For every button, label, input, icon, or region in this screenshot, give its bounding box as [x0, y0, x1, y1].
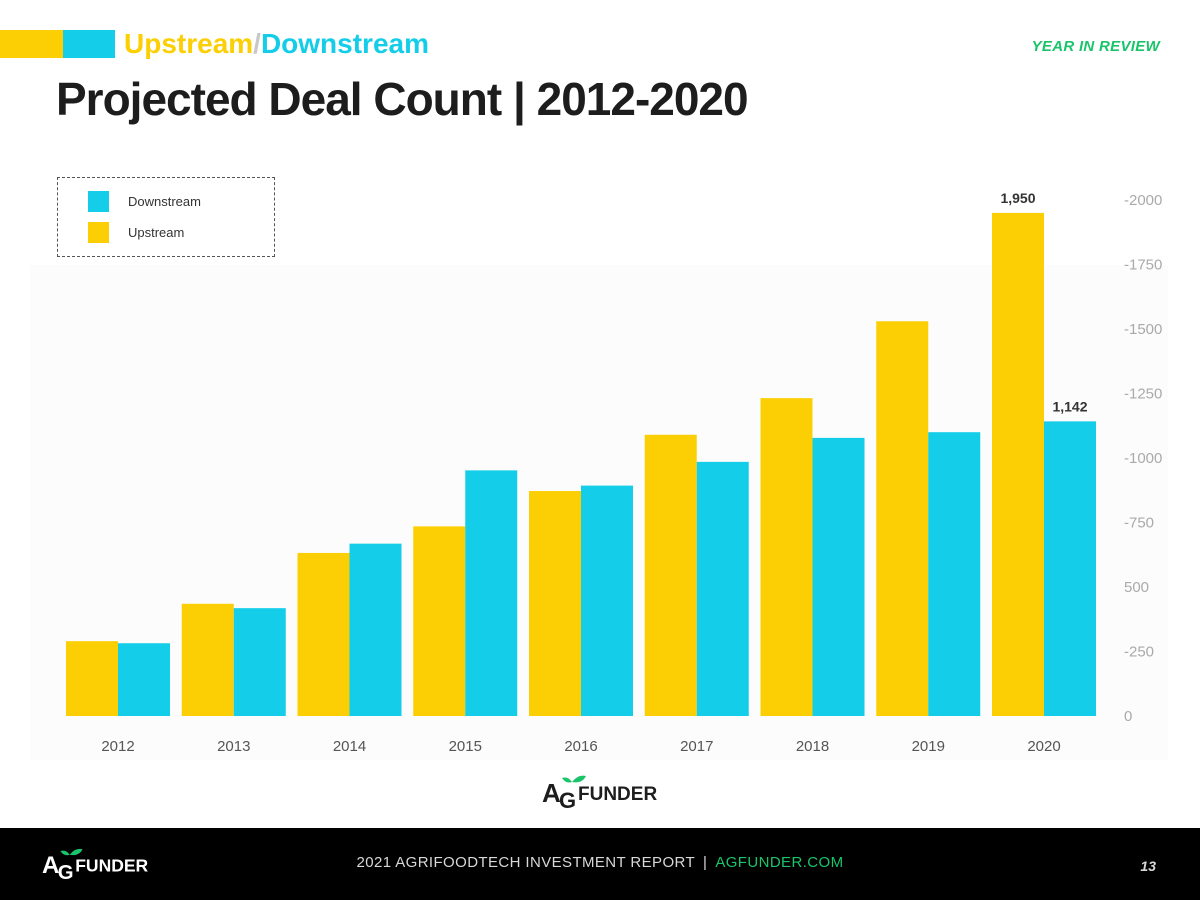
footer-logo-wordmark: FUNDER [75, 855, 148, 875]
y-tick-label-250: -250 [1124, 644, 1154, 661]
x-tick-label-2016: 2016 [564, 738, 597, 755]
bar-downstream-2016 [581, 485, 633, 716]
bar-downstream-2018 [812, 437, 865, 716]
agfunder-logo: A G FUNDER [542, 775, 657, 812]
kicker-upstream: Upstream [124, 28, 254, 59]
header-accent-bar-cyan [63, 30, 115, 58]
x-tick-label-2012: 2012 [101, 738, 134, 755]
logo-leaf-icon-2 [562, 777, 572, 783]
bar-downstream-2020 [1044, 421, 1096, 716]
bar-upstream-2015 [413, 526, 466, 716]
x-tick-label-2014: 2014 [333, 738, 366, 755]
y-tick-label-1000: -1000 [1124, 450, 1162, 467]
bar-upstream-2019 [876, 321, 929, 716]
y-tick-label-1500: -1500 [1124, 321, 1162, 338]
bar-upstream-2013 [181, 603, 234, 716]
legend-swatch-upstream [88, 221, 109, 243]
bar-downstream-2019 [928, 432, 981, 716]
section-kicker: Upstream/Downstream [124, 28, 429, 60]
footer-report-title: 2021 AGRIFOODTECH INVESTMENT REPORT [356, 854, 696, 871]
bar-downstream-2014 [349, 543, 402, 716]
y-tick-label-1750: -1750 [1124, 257, 1162, 274]
legend-entry-upstream: Upstream [88, 221, 184, 243]
bar-downstream-2017 [696, 461, 749, 716]
bar-downstream-2013 [233, 608, 286, 716]
x-tick-label-2019: 2019 [912, 738, 945, 755]
footer-bar: A G FUNDER 2021 AGRIFOODTECH INVESTMENT … [0, 828, 1200, 900]
bar-upstream-2012 [66, 641, 118, 716]
footer-url-link[interactable]: AGFUNDER.COM [715, 854, 844, 871]
data-label-upstream-2020: 1,950 [1000, 190, 1035, 206]
y-tick-label-0: 0 [1124, 708, 1132, 725]
logo-wordmark: FUNDER [578, 784, 657, 805]
legend-entry-downstream: Downstream [88, 190, 201, 212]
bar-downstream-2015 [465, 470, 518, 716]
footer-logo-letter-a: A [42, 852, 59, 879]
bar-upstream-2014 [297, 552, 350, 716]
chart-legend: Downstream Upstream [57, 177, 275, 257]
y-tick-label-500: 500 [1124, 579, 1149, 596]
x-tick-label-2013: 2013 [217, 738, 250, 755]
bar-upstream-2017 [644, 434, 697, 716]
data-label-downstream-2020: 1,142 [1052, 398, 1087, 414]
kicker-slash: / [253, 28, 261, 59]
footer-agfunder-logo: A G FUNDER [42, 848, 149, 884]
footer-separator: | [703, 854, 708, 871]
bar-upstream-2020 [992, 212, 1044, 716]
section-label: YEAR IN REVIEW [1031, 38, 1160, 55]
bar-upstream-2018 [760, 398, 813, 716]
y-tick-label-1250: -1250 [1124, 386, 1162, 403]
bar-downstream-2012 [118, 643, 170, 716]
y-tick-label-2000: -2000 [1124, 192, 1162, 209]
legend-label-upstream: Upstream [128, 224, 185, 240]
footer-logo-leaf-icon-2 [60, 850, 70, 856]
logo-letter-g: G [559, 788, 576, 812]
page-title: Projected Deal Count | 2012-2020 [56, 73, 749, 125]
footer-logo-letter-g: G [58, 862, 74, 884]
header-accent-bar-yellow [0, 30, 63, 58]
logo-letter-a: A [542, 778, 561, 808]
x-tick-label-2018: 2018 [796, 738, 829, 755]
logo-leaf-icon [572, 775, 586, 783]
x-tick-label-2020: 2020 [1027, 738, 1060, 755]
footer-logo-leaf-icon [69, 848, 83, 856]
legend-label-downstream: Downstream [128, 193, 201, 209]
page-number: 13 [1140, 858, 1156, 874]
legend-swatch-downstream [88, 190, 109, 212]
kicker-downstream: Downstream [260, 28, 429, 59]
footer-report-line: 2021 AGRIFOODTECH INVESTMENT REPORT | AGFU… [0, 854, 1200, 871]
x-tick-label-2015: 2015 [449, 738, 482, 755]
y-tick-label-750: -750 [1124, 515, 1154, 532]
x-tick-label-2017: 2017 [680, 738, 713, 755]
bar-upstream-2016 [529, 491, 581, 716]
